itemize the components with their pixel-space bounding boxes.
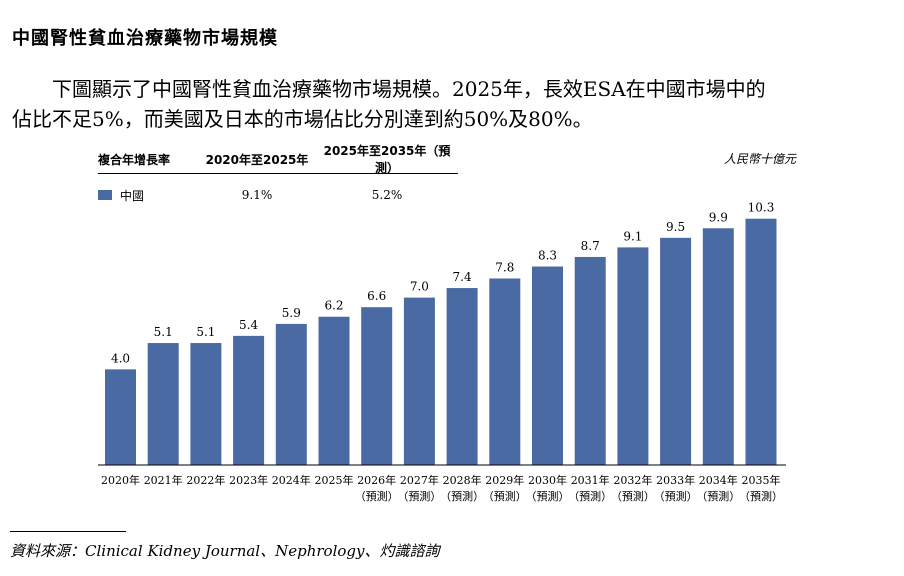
data-label: 5.4 (239, 318, 258, 332)
bar-2033年 (660, 237, 692, 465)
bar-2026年 (361, 307, 393, 465)
bar-2035年 (745, 218, 777, 465)
bar-2021年 (147, 343, 179, 465)
forecast-label: （預測） (526, 489, 570, 503)
section-heading: 中國腎性貧血治療藥物市場規模 (12, 28, 278, 49)
legend-entry: 中國 (98, 187, 198, 204)
bar-2027年 (403, 297, 435, 465)
data-label: 5.1 (196, 325, 215, 339)
x-tick-label: 2026年 (357, 473, 396, 487)
bar-2020年 (105, 369, 136, 465)
data-label: 6.6 (367, 289, 386, 303)
x-tick-label: 2028年 (443, 473, 482, 487)
cagr-value-1: 9.1% (241, 188, 273, 202)
x-tick-label: 2024年 (272, 473, 311, 487)
x-tick-label: 2029年 (485, 473, 524, 487)
forecast-label: （預測） (611, 489, 655, 503)
bar-2024年 (275, 323, 307, 465)
x-tick-label: 2023年 (229, 473, 268, 487)
cagr-header-row: 複合年增長率 2020年至2025年 2025年至2035年（預測） (98, 144, 458, 175)
forecast-label: （預測） (440, 489, 484, 503)
data-label: 9.5 (666, 220, 685, 234)
bar-2031年 (574, 256, 606, 465)
legend-swatch (98, 190, 112, 200)
bar-2025年 (318, 316, 350, 465)
cagr-table: 複合年增長率 2020年至2025年 2025年至2035年（預測） 中國 9.… (98, 144, 458, 206)
description-paragraph: 下圖顯示了中國腎性貧血治療藥物市場規模。2025年，長效ESA在中國市場中的 佔… (12, 74, 892, 134)
forecast-label: （預測） (739, 489, 783, 503)
x-tick-label: 2032年 (613, 473, 652, 487)
x-tick-label: 2022年 (186, 473, 225, 487)
cagr-period-1: 2020年至2025年 (205, 152, 309, 167)
legend-label: 中國 (120, 188, 145, 203)
description-line-2: 佔比不足5%，而美國及日本的市場佔比分別達到約50%及80%。 (12, 107, 593, 131)
x-tick-label: 2021年 (144, 473, 183, 487)
data-label: 6.2 (324, 299, 343, 313)
bar-2023年 (233, 335, 265, 465)
data-label: 9.9 (709, 210, 728, 224)
bar-2032年 (617, 247, 649, 465)
data-label: 9.1 (623, 229, 642, 243)
x-tick-label: 2035年 (742, 473, 781, 487)
forecast-label: （預測） (397, 489, 441, 503)
cagr-period-2: 2025年至2035年（預測） (323, 144, 451, 175)
bar-2034年 (702, 228, 734, 465)
data-label: 4.0 (111, 351, 130, 365)
forecast-label: （預測） (483, 489, 527, 503)
bar-2022年 (190, 343, 222, 465)
source-divider (10, 531, 126, 532)
forecast-label: （預測） (568, 489, 612, 503)
source-note: 資料來源：Clinical Kidney Journal、Nephrology、… (10, 542, 440, 560)
x-tick-label: 2031年 (571, 473, 610, 487)
x-tick-label: 2030年 (528, 473, 567, 487)
data-label: 8.7 (581, 239, 600, 253)
data-label: 7.4 (453, 270, 472, 284)
data-label: 7.8 (495, 260, 514, 274)
x-tick-label: 2027年 (400, 473, 439, 487)
x-tick-label: 2025年 (315, 473, 354, 487)
description-line-1: 下圖顯示了中國腎性貧血治療藥物市場規模。2025年，長效ESA在中國市場中的 (52, 77, 766, 101)
forecast-label: （預測） (696, 489, 740, 503)
cagr-data-row: 中國 9.1% 5.2% (98, 184, 458, 206)
data-label: 10.3 (748, 201, 775, 215)
cagr-value-2: 5.2% (371, 188, 403, 202)
x-tick-label: 2020年 (101, 473, 140, 487)
x-tick-label: 2034年 (699, 473, 738, 487)
cagr-label: 複合年增長率 (98, 152, 171, 167)
bar-2029年 (489, 278, 521, 465)
unit-label: 人民幣十億元 (723, 152, 796, 166)
data-label: 8.3 (538, 249, 557, 263)
bar-2030年 (532, 266, 563, 465)
data-label: 5.1 (154, 325, 173, 339)
bar-2028年 (446, 288, 478, 465)
data-label: 5.9 (282, 306, 301, 320)
forecast-label: （預測） (355, 489, 399, 503)
data-label: 7.0 (410, 280, 429, 294)
forecast-label: （預測） (654, 489, 698, 503)
x-tick-label: 2033年 (656, 473, 695, 487)
